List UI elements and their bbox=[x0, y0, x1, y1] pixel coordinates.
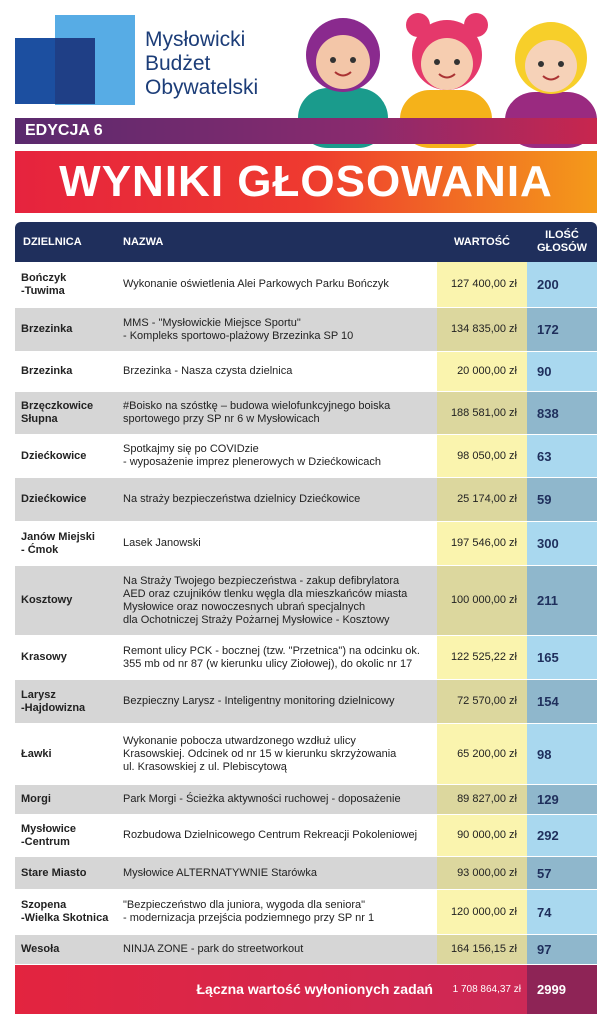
votes: 98 bbox=[527, 724, 597, 785]
project-name: Bezpieczny Larysz - Inteligentny monitor… bbox=[115, 680, 437, 724]
votes: 97 bbox=[527, 935, 597, 965]
logo-line: Mysłowicki bbox=[145, 28, 246, 51]
project-value: 72 570,00 zł bbox=[437, 680, 527, 724]
project-value: 134 835,00 zł bbox=[437, 308, 527, 352]
project-name: MMS - "Mysłowickie Miejsce Sportu" - Kom… bbox=[115, 308, 437, 352]
project-value: 93 000,00 zł bbox=[437, 857, 527, 890]
project-name: Brzezinka - Nasza czysta dzielnica bbox=[115, 352, 437, 392]
district: Dziećkowice bbox=[15, 478, 115, 522]
project-value: 188 581,00 zł bbox=[437, 392, 527, 435]
project-name: Park Morgi - Ścieżka aktywności ruchowej… bbox=[115, 785, 437, 815]
edition: EDYCJA 6 bbox=[15, 118, 597, 144]
project-name: Wykonanie oświetlenia Alei Parkowych Par… bbox=[115, 262, 437, 308]
project-value: 20 000,00 zł bbox=[437, 352, 527, 392]
project-value: 122 525,22 zł bbox=[437, 636, 527, 680]
votes: 838 bbox=[527, 392, 597, 435]
district: Ławki bbox=[15, 724, 115, 785]
total-value: 1 708 864,37 zł bbox=[452, 984, 521, 995]
project-value: 89 827,00 zł bbox=[437, 785, 527, 815]
project-name: Mysłowice ALTERNATYWNIE Starówka bbox=[115, 857, 437, 890]
results-table: DZIELNICA NAZWA WARTOŚĆ ILOŚĆ GŁOSÓW Bończyk… bbox=[15, 222, 597, 1014]
district: Kosztowy bbox=[15, 566, 115, 636]
district: Larysz -Hajdowizna bbox=[15, 680, 115, 724]
district: Bończyk -Tuwima bbox=[15, 262, 115, 308]
votes: 74 bbox=[527, 890, 597, 935]
district: Brzezinka bbox=[15, 308, 115, 352]
project-name: Wykonanie pobocza utwardzonego wzdłuż ul… bbox=[115, 724, 437, 785]
votes: 154 bbox=[527, 680, 597, 724]
column-header: NAZWA bbox=[123, 235, 164, 248]
district: Brzęczkowice Słupna bbox=[15, 392, 115, 435]
project-name: Remont ulicy PCK - bocznej (tzw. "Przetn… bbox=[115, 636, 437, 680]
project-name: #Boisko na szóstkę – budowa wielofunkcyj… bbox=[115, 392, 437, 435]
project-name: "Bezpieczeństwo dla juniora, wygoda dla … bbox=[115, 890, 437, 935]
total-votes: 2999 bbox=[527, 965, 597, 1014]
district: Morgi bbox=[15, 785, 115, 815]
district: Stare Miasto bbox=[15, 857, 115, 890]
district: Mysłowice -Centrum bbox=[15, 815, 115, 857]
votes: 57 bbox=[527, 857, 597, 890]
column-header: WARTOŚĆ bbox=[453, 235, 511, 248]
district: Wesoła bbox=[15, 935, 115, 965]
votes: 90 bbox=[527, 352, 597, 392]
district: Szopena -Wielka Skotnica bbox=[15, 890, 115, 935]
project-name: Rozbudowa Dzielnicowego Centrum Rekreacj… bbox=[115, 815, 437, 857]
project-name: Spotkajmy się po COVIDzie - wyposażenie … bbox=[115, 435, 437, 478]
votes: 300 bbox=[527, 522, 597, 566]
project-name: Na straży bezpieczeństwa dzielnicy Dzieć… bbox=[115, 478, 437, 522]
column-header: DZIELNICA bbox=[23, 235, 82, 248]
project-value: 120 000,00 zł bbox=[437, 890, 527, 935]
total-bg bbox=[15, 965, 597, 1014]
project-value: 127 400,00 zł bbox=[437, 262, 527, 308]
project-name: Lasek Janowski bbox=[115, 522, 437, 566]
district: Dziećkowice bbox=[15, 435, 115, 478]
column-header: ILOŚĆ GŁOSÓW bbox=[536, 229, 588, 254]
logo-text: Mysłowicki Budżet Obywatelski bbox=[145, 28, 258, 100]
votes: 211 bbox=[527, 566, 597, 636]
district: Janów Miejski - Ćmok bbox=[15, 522, 115, 566]
project-name: NINJA ZONE - park do streetworkout bbox=[115, 935, 437, 965]
votes: 172 bbox=[527, 308, 597, 352]
votes: 292 bbox=[527, 815, 597, 857]
votes: 165 bbox=[527, 636, 597, 680]
project-value: 164 156,15 zł bbox=[437, 935, 527, 965]
district: Krasowy bbox=[15, 636, 115, 680]
votes: 129 bbox=[527, 785, 597, 815]
project-value: 100 000,00 zł bbox=[437, 566, 527, 636]
header-bg bbox=[15, 222, 597, 262]
project-value: 25 174,00 zł bbox=[437, 478, 527, 522]
project-value: 98 050,00 zł bbox=[437, 435, 527, 478]
logo-line: Budżet bbox=[145, 52, 211, 75]
total-label: Łączna wartość wyłonionych zadań bbox=[196, 981, 433, 997]
project-value: 197 546,00 zł bbox=[437, 522, 527, 566]
votes: 200 bbox=[527, 262, 597, 308]
votes: 59 bbox=[527, 478, 597, 522]
project-value: 90 000,00 zł bbox=[437, 815, 527, 857]
logo-line: Obywatelski bbox=[145, 76, 259, 99]
project-value: 65 200,00 zł bbox=[437, 724, 527, 785]
votes: 63 bbox=[527, 435, 597, 478]
district: Brzezinka bbox=[15, 352, 115, 392]
project-name: Na Straży Twojego bezpieczeństwa - zakup… bbox=[115, 566, 437, 636]
title: WYNIKI GŁOSOWANIA bbox=[15, 151, 597, 213]
